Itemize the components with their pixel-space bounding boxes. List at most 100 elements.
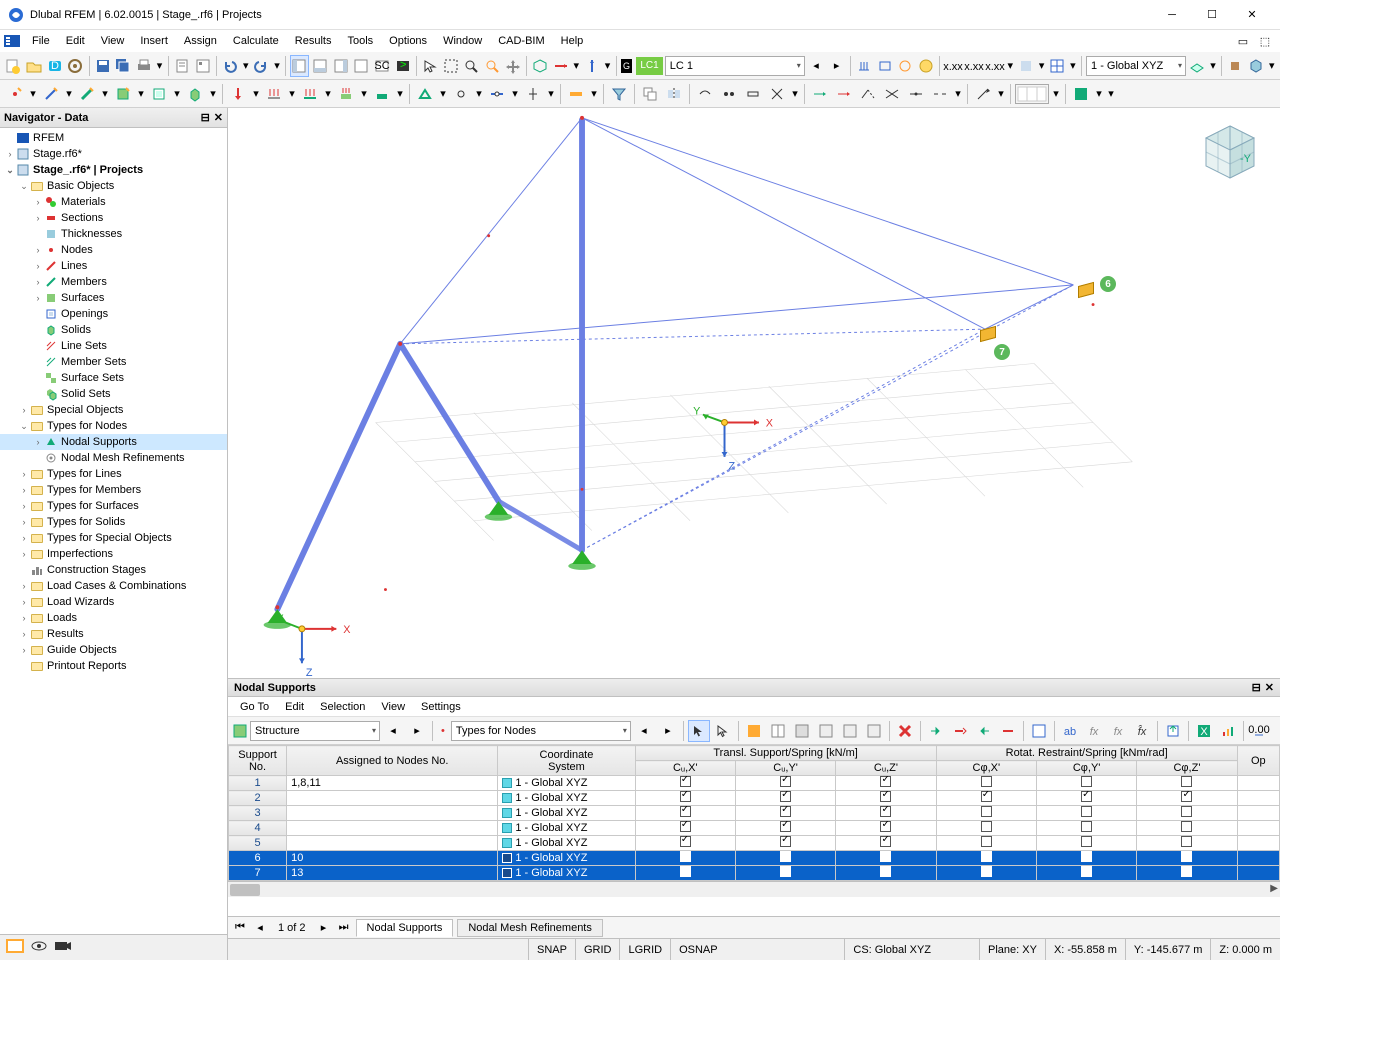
render-icon[interactable] (1226, 55, 1245, 77)
menu-results[interactable]: Results (287, 33, 340, 49)
dim-tool-icon[interactable] (565, 83, 587, 105)
report-icon[interactable] (173, 55, 192, 77)
solid-dd-icon[interactable]: ▾ (208, 83, 218, 105)
minimize-button[interactable]: ─ (1152, 0, 1192, 30)
model-viewport[interactable]: X Y Z X Y Z 6 7 (228, 108, 1280, 678)
load-type1-icon[interactable] (855, 55, 874, 77)
display-icon[interactable] (1070, 83, 1092, 105)
bp-fxhat-icon[interactable]: f̂x (1131, 720, 1153, 742)
filter-icon[interactable] (608, 83, 630, 105)
cube-icon[interactable] (1247, 55, 1266, 77)
eccen-tool-icon[interactable] (522, 83, 544, 105)
bp-combo-structure[interactable]: Structure (250, 721, 380, 741)
tree-item-guide-objects[interactable]: ›Guide Objects (0, 642, 227, 658)
ribbon-min-icon[interactable]: ▭ (1232, 30, 1254, 52)
load-line-icon[interactable] (263, 83, 285, 105)
load-type2-icon[interactable] (875, 55, 894, 77)
load-node-dd-icon[interactable]: ▾ (251, 83, 261, 105)
load-member-icon[interactable] (299, 83, 321, 105)
release-dd-icon[interactable]: ▾ (510, 83, 520, 105)
surface-dd-icon[interactable]: ▾ (136, 83, 146, 105)
col-sub[interactable]: Cφ,X' (936, 761, 1036, 776)
tree-item-types-for-members[interactable]: ›Types for Members (0, 482, 227, 498)
bp-fx2-icon[interactable]: fx (1107, 720, 1129, 742)
support-tool-icon[interactable] (414, 83, 436, 105)
join-icon[interactable] (929, 83, 951, 105)
col-assigned[interactable]: Assigned to Nodes No. (287, 746, 498, 776)
divide-icon[interactable] (905, 83, 927, 105)
display-dd-icon[interactable]: ▾ (1094, 83, 1104, 105)
edit1-icon[interactable] (694, 83, 716, 105)
view-cube[interactable]: -Y (1198, 120, 1262, 184)
pager-first-icon[interactable]: ⏮ (232, 917, 248, 939)
opening-tool-icon[interactable] (148, 83, 170, 105)
menu-window[interactable]: Window (435, 33, 490, 49)
tree-item-solid-sets[interactable]: Solid Sets (0, 386, 227, 402)
bp-menu-view[interactable]: View (373, 699, 413, 715)
view-rotate-icon[interactable] (583, 55, 602, 77)
line-tool-icon[interactable] (40, 83, 62, 105)
col-coord[interactable]: Coordinate System (498, 746, 635, 776)
cloud-icon[interactable]: D (45, 55, 64, 77)
tree-item-load-wizards[interactable]: ›Load Wizards (0, 594, 227, 610)
diagram1-icon[interactable] (1017, 55, 1036, 77)
edit-dd-icon[interactable]: ▾ (790, 83, 800, 105)
tree-item-types-for-surfaces[interactable]: ›Types for Surfaces (0, 498, 227, 514)
col-sub[interactable]: Cφ,Z' (1137, 761, 1237, 776)
table-row[interactable]: 11,8,111 - Global XYZ (229, 776, 1280, 791)
more-icon[interactable]: ▾ (1267, 55, 1276, 77)
console-icon[interactable]: > (393, 55, 412, 77)
edit2-icon[interactable] (718, 83, 740, 105)
tree-item-stage-rf6-projects[interactable]: ⌄Stage_.rf6* | Projects (0, 162, 227, 178)
grid-spacing-icon[interactable] (1015, 84, 1049, 104)
panel2-icon[interactable] (311, 55, 330, 77)
results2-icon[interactable]: x.xx (965, 55, 984, 77)
tree-item-rfem[interactable]: RFEM (0, 130, 227, 146)
copy-tool-icon[interactable] (639, 83, 661, 105)
tree-item-basic-objects[interactable]: ⌄Basic Objects (0, 178, 227, 194)
menu-help[interactable]: Help (553, 33, 592, 49)
tree-item-load-cases-combinations[interactable]: ›Load Cases & Combinations (0, 578, 227, 594)
tree-item-sections[interactable]: ›Sections (0, 210, 227, 226)
release-tool-icon[interactable] (486, 83, 508, 105)
measure-icon[interactable] (972, 83, 994, 105)
lc-next-icon[interactable]: ▸ (827, 55, 846, 77)
coordsys-combo[interactable]: 1 - Global XYZ (1086, 56, 1186, 76)
col-sub[interactable]: Cᵤ,Z' (836, 761, 936, 776)
tree-item-line-sets[interactable]: Line Sets (0, 338, 227, 354)
tab-nodal-supports[interactable]: Nodal Supports (356, 919, 454, 937)
table-dd-icon[interactable]: ▾ (1069, 55, 1078, 77)
bp-chart-icon[interactable] (1217, 720, 1239, 742)
bp-grid4-icon[interactable] (815, 720, 837, 742)
tree-item-surfaces[interactable]: ›Surfaces (0, 290, 227, 306)
bp-fx1-icon[interactable]: fx (1083, 720, 1105, 742)
bp-excel-icon[interactable]: X (1193, 720, 1215, 742)
nav-footer-data-icon[interactable] (6, 939, 24, 956)
load-surface-dd-icon[interactable]: ▾ (359, 83, 369, 105)
navigator-pin-icon[interactable]: ⊟ (201, 111, 210, 124)
print-icon[interactable] (135, 55, 154, 77)
select-window-icon[interactable] (441, 55, 460, 77)
panel4-icon[interactable] (352, 55, 371, 77)
col-transl[interactable]: Transl. Support/Spring [kN/m] (635, 746, 936, 761)
load-type3-icon[interactable] (896, 55, 915, 77)
table-row[interactable]: 31 - Global XYZ (229, 806, 1280, 821)
menu-options[interactable]: Options (381, 33, 435, 49)
bp-select-icon[interactable] (688, 720, 710, 742)
grid-dd-icon[interactable]: ▾ (1051, 83, 1061, 105)
ribbon-help-icon[interactable]: ⬚ (1254, 30, 1276, 52)
view-iso-icon[interactable] (531, 55, 550, 77)
tree-item-types-for-lines[interactable]: ›Types for Lines (0, 466, 227, 482)
bp-label-icon[interactable]: ab (1059, 720, 1081, 742)
bp-grid5-icon[interactable] (839, 720, 861, 742)
tree-item-surface-sets[interactable]: Surface Sets (0, 370, 227, 386)
table-row[interactable]: 51 - Global XYZ (229, 836, 1280, 851)
tree-item-results[interactable]: ›Results (0, 626, 227, 642)
bp-menu-selection[interactable]: Selection (312, 699, 373, 715)
nav-footer-camera-icon[interactable] (54, 939, 72, 956)
menu-insert[interactable]: Insert (132, 33, 176, 49)
saveall-icon[interactable] (114, 55, 133, 77)
navigator-close-icon[interactable]: ✕ (214, 111, 223, 124)
table-row[interactable]: 41 - Global XYZ (229, 821, 1280, 836)
col-sub[interactable]: Cᵤ,Y' (735, 761, 835, 776)
